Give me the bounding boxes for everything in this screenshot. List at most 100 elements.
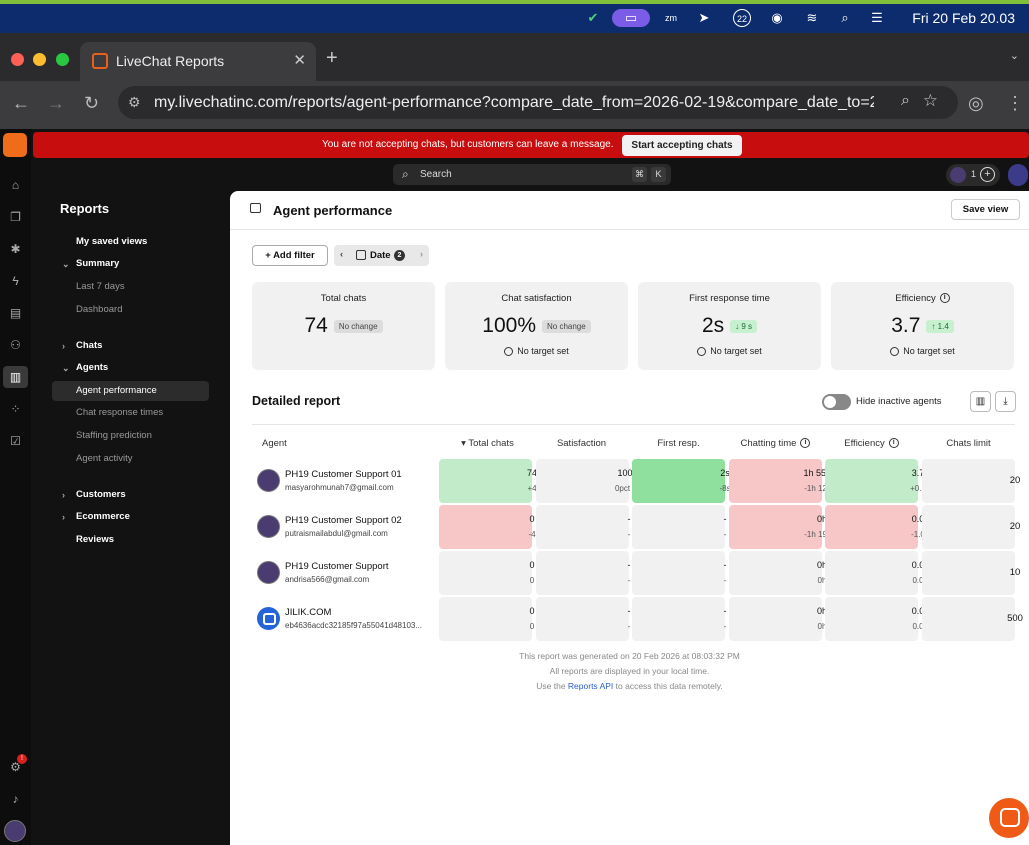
sidebar-toggle-icon[interactable] (250, 203, 261, 213)
cell-chatting-time[interactable]: 0h 0h (729, 551, 827, 595)
livechat-logo-icon[interactable] (3, 133, 27, 157)
app-status-icon[interactable]: ✔ (587, 10, 599, 25)
add-icon[interactable]: + (980, 167, 995, 182)
card-first-response-time[interactable]: First response time 2s ↓ 9 s No target se… (638, 282, 821, 370)
nav-dashboard[interactable]: Dashboard (76, 304, 123, 315)
nav-agents[interactable]: ⌄ Agents (52, 358, 209, 378)
cell-efficiency[interactable]: 3.7 +0.2 (825, 459, 926, 503)
browser-menu-icon[interactable]: ⋮ (1006, 93, 1024, 113)
cell-chats-limit[interactable]: 20 (922, 505, 1020, 549)
window-minimize-button[interactable] (33, 53, 46, 66)
col-efficiency[interactable]: Efficiency i (825, 438, 918, 449)
traffic-icon[interactable]: ✱ (10, 242, 21, 256)
window-close-button[interactable] (11, 53, 24, 66)
cell-chatting-time[interactable]: 0h 0h (729, 597, 827, 641)
tab-list-chevron-icon[interactable]: ⌄ (1009, 50, 1019, 62)
nav-agent-performance[interactable]: Agent performance (52, 381, 209, 401)
menubar-datetime[interactable]: Fri 20 Feb 20.03 (912, 10, 1015, 26)
notifications-icon[interactable]: 22 (733, 9, 751, 27)
copilot-icon[interactable] (1008, 164, 1028, 186)
columns-button[interactable]: ▥ (970, 391, 991, 412)
forward-arrow-icon[interactable]: → (47, 93, 65, 113)
cell-satisfaction[interactable]: 100% 0pct pts (536, 459, 643, 503)
user-avatar[interactable] (4, 820, 26, 842)
nav-agent-activity[interactable]: Agent activity (76, 453, 133, 464)
home-icon[interactable]: ⌂ (11, 178, 20, 192)
table-row-agent[interactable]: PH19 Customer Support andrisa566@gmail.c… (252, 551, 437, 595)
control-center-icon[interactable]: ☰ (871, 10, 883, 25)
table-row-agent[interactable]: JILIK.COM eb4636acdc32185f97a55041d48103… (252, 597, 437, 641)
screen-share-icon[interactable]: ▭ (612, 9, 650, 27)
nav-chat-response-times[interactable]: Chat response times (76, 407, 164, 418)
reports-icon[interactable]: ▥ (9, 370, 22, 384)
cell-satisfaction[interactable]: -- (536, 505, 631, 549)
bookmark-star-icon[interactable]: ☆ (922, 91, 938, 110)
date-filter-pill[interactable]: ‹ Date 2 › (334, 245, 429, 266)
cell-chats-limit[interactable]: 20 (922, 459, 1020, 503)
reload-icon[interactable]: ↻ (84, 93, 100, 113)
add-filter-button[interactable]: + Add filter (252, 245, 328, 266)
info-icon[interactable]: i (800, 438, 811, 449)
info-icon[interactable]: i (888, 438, 899, 449)
cell-chats-limit[interactable]: 500 (922, 597, 1023, 641)
cell-first-response[interactable]: -- (632, 551, 727, 595)
table-row-agent[interactable]: PH19 Customer Support 01 masyarohmunah7@… (252, 459, 437, 503)
col-agent[interactable]: Agent (262, 438, 287, 449)
chats-icon[interactable]: ❐ (10, 210, 21, 224)
col-chats-limit[interactable]: Chats limit (946, 438, 991, 449)
cell-efficiency[interactable]: 0.0 0.0 (825, 597, 924, 641)
card-total-chats[interactable]: Total chats 74 No change (252, 282, 435, 370)
col-satisfaction[interactable]: Satisfaction (556, 438, 607, 449)
automate-icon[interactable]: ϟ (12, 274, 19, 288)
col-chatting-time[interactable]: Chatting time i (729, 438, 822, 449)
chevron-left-icon[interactable]: ‹ (340, 249, 344, 260)
site-info-icon[interactable]: ⚙ (128, 94, 141, 110)
cell-chats-limit[interactable]: 10 (922, 551, 1020, 595)
team-icon[interactable]: ⚇ (10, 338, 21, 352)
tasks-icon[interactable]: ☑ (10, 434, 21, 448)
global-search-input[interactable]: ⌕ Search ⌘ K (393, 164, 671, 185)
nav-staffing-prediction[interactable]: Staffing prediction (76, 430, 152, 441)
chevron-right-icon[interactable]: › (419, 249, 423, 260)
zoom-icon[interactable]: zm (665, 13, 677, 23)
cell-first-response[interactable]: -- (632, 597, 727, 641)
card-efficiency[interactable]: Efficiency i 3.7 ↑ 1.4 No target set (831, 282, 1014, 370)
download-button[interactable]: ⤓ (995, 391, 1016, 412)
team-status-pill[interactable]: 1 + (946, 164, 1000, 186)
browser-tab[interactable]: LiveChat Reports ✕ (80, 42, 316, 81)
nav-last-7-days[interactable]: Last 7 days (76, 281, 125, 292)
col-first-response[interactable]: First resp. (657, 438, 700, 449)
reports-api-link[interactable]: Reports API (567, 681, 614, 691)
cell-efficiency[interactable]: 0.0 0.0 (825, 551, 924, 595)
cell-efficiency[interactable]: 0.0 -1.0 (825, 505, 925, 549)
nav-my-saved-views[interactable]: My saved views (76, 236, 148, 247)
cell-satisfaction[interactable]: -- (536, 597, 631, 641)
cell-first-response[interactable]: 2s -8s (632, 459, 731, 503)
window-zoom-button[interactable] (56, 53, 69, 66)
nav-ecommerce[interactable]: › Ecommerce (52, 507, 209, 527)
spotlight-search-icon[interactable]: ⌕ (841, 10, 849, 25)
nav-customers[interactable]: › Customers (52, 485, 209, 505)
back-arrow-icon[interactable]: ← (12, 93, 30, 113)
save-view-button[interactable]: Save view (951, 199, 1020, 220)
url-text[interactable]: my.livechatinc.com/reports/agent-perform… (154, 94, 874, 111)
wifi-icon[interactable]: ≋ (806, 10, 818, 25)
info-icon[interactable]: i (939, 293, 950, 304)
settings-icon[interactable]: ⚙ (10, 760, 21, 774)
start-accepting-button[interactable]: Start accepting chats (622, 135, 742, 156)
archives-icon[interactable]: ▤ (9, 306, 22, 320)
col-total-chats[interactable]: ▾ Total chats (461, 438, 514, 449)
nav-chats[interactable]: › Chats (52, 336, 209, 356)
vpn-icon[interactable]: ◉ (771, 10, 783, 25)
cell-satisfaction[interactable]: -- (536, 551, 631, 595)
cell-chatting-time[interactable]: 1h 55min -1h 12min (729, 459, 841, 503)
hide-inactive-toggle[interactable] (822, 394, 851, 410)
apps-icon[interactable]: ⁘ (10, 402, 21, 416)
notifications-bell-icon[interactable]: ♪ (12, 792, 19, 806)
nav-reviews[interactable]: Reviews (76, 534, 115, 545)
tab-close-icon[interactable]: ✕ (293, 52, 306, 69)
cell-total-chats[interactable]: 74 +4 (439, 459, 537, 503)
new-tab-icon[interactable]: + (326, 47, 338, 69)
